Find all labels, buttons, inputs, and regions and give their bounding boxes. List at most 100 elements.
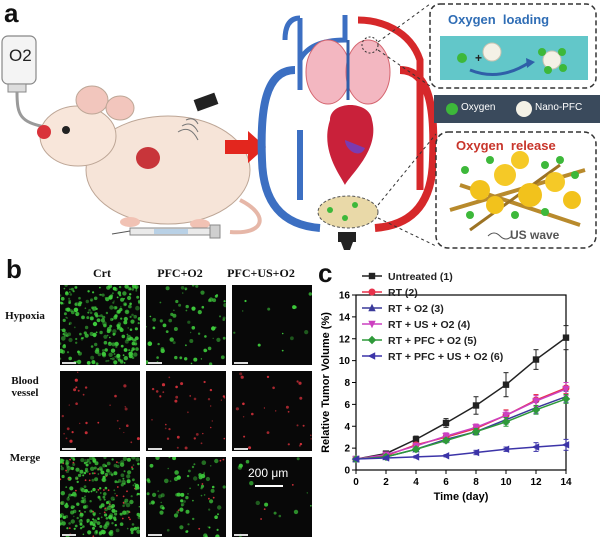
data-point <box>562 334 570 341</box>
legend-label: RT + US + O2 (4) <box>388 319 470 331</box>
x-tick-label: 10 <box>500 477 512 488</box>
series-line <box>355 398 567 460</box>
data-point <box>501 445 510 453</box>
legend-marker <box>368 320 376 329</box>
data-point <box>562 385 570 394</box>
y-tick-label: 14 <box>339 312 351 323</box>
y-tick-label: 10 <box>339 356 351 367</box>
tile-scale-tick <box>234 362 248 364</box>
data-point <box>561 394 571 404</box>
row-label-merge: Merge <box>9 452 41 464</box>
tile-scale-tick <box>62 448 76 450</box>
data-point <box>381 454 390 462</box>
y-tick-label: 6 <box>344 400 350 411</box>
data-point <box>471 427 481 436</box>
panel-a-illustration: + <box>1 3 600 250</box>
column-label-pfc-o2: PFC+O2 <box>157 266 203 280</box>
micrograph-vessel-crt <box>60 371 140 451</box>
scalebar-label: 200 μm <box>248 466 289 480</box>
tile-scale-tick <box>234 534 248 536</box>
legend-marker <box>367 352 376 360</box>
micrograph-merge-pfc-o2 <box>146 457 226 537</box>
oxygen-release-title: Oxygen release <box>456 138 556 153</box>
micrograph-vessel-pfc-o2 <box>146 371 226 451</box>
scalebar-line <box>255 485 283 487</box>
us-wave-label: US wave <box>510 228 560 242</box>
data-point <box>502 381 510 388</box>
data-point <box>501 417 511 427</box>
x-tick-label: 12 <box>530 477 542 488</box>
legend-nanopfc-label: Nano-PFC <box>535 102 583 113</box>
legend-label: RT + PFC + US + O2 (6) <box>388 351 503 363</box>
tile-scale-tick <box>148 448 162 450</box>
tile-scale-tick <box>234 448 248 450</box>
legend-label: Untreated (1) <box>388 271 453 283</box>
x-tick-label: 14 <box>560 477 572 488</box>
legend-marker <box>368 288 376 296</box>
tile-scale-tick <box>148 362 162 364</box>
panel-c-label: c <box>318 258 333 288</box>
data-point <box>502 412 510 420</box>
x-tick-label: 6 <box>443 477 449 488</box>
data-point <box>441 452 450 460</box>
series-line <box>355 388 567 460</box>
panel-b-label: b <box>6 254 22 284</box>
right-arrow-icon <box>225 131 266 163</box>
tile-scale-tick <box>62 362 76 364</box>
row-label-hypoxia: Hypoxia <box>5 310 45 322</box>
oxygen-bag-icon <box>1 35 46 129</box>
data-point <box>472 402 480 409</box>
micrograph-merge-crt <box>60 457 140 537</box>
tile-scale-tick <box>148 534 162 536</box>
legend-label: RT + PFC + O2 (5) <box>388 335 477 347</box>
tile-scale-tick <box>62 534 76 536</box>
y-tick-label: 8 <box>344 378 350 389</box>
circulation-diagram <box>257 15 438 250</box>
tumor-volume-chart: 0 2 4 6 8 10 12 14 0 2 4 6 8 10 12 14 16 Time (day) Relati… <box>320 271 572 503</box>
y-tick-label: 4 <box>344 422 350 433</box>
nano-pfc-release-illustration <box>449 151 586 240</box>
ultrasound-probe-icon <box>177 92 219 141</box>
x-tick-label: 4 <box>413 477 419 488</box>
row-label-blood-vessel: Blood vessel <box>11 375 39 399</box>
legend-marker <box>368 272 376 280</box>
syringe-icon <box>111 224 221 239</box>
series-line <box>355 337 567 460</box>
y-axis-label: Relative Tumor Volume (%) <box>320 312 332 453</box>
column-label-crt: Crt <box>93 266 111 280</box>
data-point <box>441 436 451 445</box>
panel-a-label: a <box>4 0 19 28</box>
x-tick-label: 0 <box>353 477 359 488</box>
series-line <box>355 444 567 460</box>
micrograph-vessel-pfc-us-o2 <box>232 371 312 451</box>
svg-text:+: + <box>475 51 482 65</box>
data-point <box>411 445 421 454</box>
y-tick-label: 0 <box>344 466 350 477</box>
data-point <box>411 453 420 461</box>
y-tick-label: 2 <box>344 444 350 455</box>
micrograph-hypoxia-pfc-us-o2 <box>232 285 312 365</box>
data-point <box>531 443 540 451</box>
legend-oxygen-label: Oxygen <box>461 102 496 113</box>
micrograph-hypoxia-pfc-o2 <box>146 285 226 365</box>
data-point <box>532 397 540 406</box>
legend-label: RT (2) <box>388 287 418 299</box>
data-point <box>532 356 540 363</box>
legend-marker <box>368 303 376 312</box>
x-tick-label: 8 <box>473 477 479 488</box>
data-point <box>561 441 570 449</box>
x-axis-label: Time (day) <box>434 491 489 503</box>
data-point <box>531 405 541 415</box>
oxygen-loading-title: Oxygen loading <box>448 12 550 27</box>
legend-marker <box>367 335 377 345</box>
data-point <box>471 448 480 457</box>
legend-label: RT + O2 (3) <box>388 303 444 315</box>
mouse-illustration <box>37 85 262 235</box>
y-tick-label: 12 <box>339 334 351 345</box>
data-point <box>442 419 450 427</box>
y-tick-label: 16 <box>339 291 351 302</box>
data-point <box>412 436 420 443</box>
micrograph-hypoxia-crt <box>60 285 140 365</box>
o2-bag-label: O2 <box>9 46 32 65</box>
column-label-pfc-us-o2: PFC+US+O2 <box>227 266 295 280</box>
